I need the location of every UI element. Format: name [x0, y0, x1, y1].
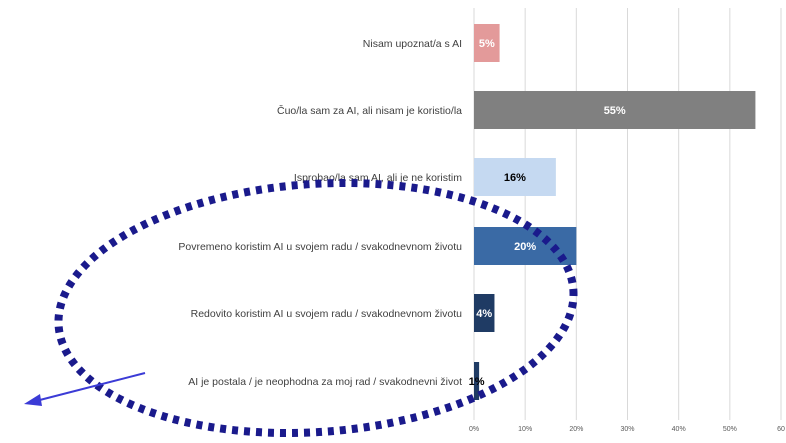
category-label: Nisam upoznat/a s AI	[363, 38, 462, 50]
arrow-line	[31, 372, 146, 403]
category-label: Isprobao/la sam AI, ali je ne koristim	[294, 172, 462, 184]
bar	[474, 24, 500, 62]
x-tick-label: 50%	[723, 426, 737, 433]
bar	[474, 362, 480, 400]
data-label: 55%	[604, 105, 626, 117]
data-label: 1%	[469, 376, 485, 388]
x-tick-label: 10%	[518, 426, 532, 433]
x-tick-label: 20%	[569, 426, 583, 433]
x-tick-label: 30%	[620, 426, 634, 433]
bar	[474, 294, 495, 332]
category-labels: Nisam upoznat/a s AI Čuo/la sam za AI, al…	[178, 38, 462, 388]
category-label: Redovito koristim AI u svojem radu / sva…	[191, 308, 463, 320]
bar	[474, 158, 556, 196]
category-label: AI je postala / je neophodna za moj rad …	[188, 376, 462, 388]
bar	[474, 91, 756, 129]
annotation-overlay	[24, 178, 578, 438]
x-tick-label: 40%	[672, 426, 686, 433]
bars: 5% 55% 16% 20% 4% 1%	[469, 24, 756, 400]
category-label: Čuo/la sam za AI, ali nisam je koristio/…	[277, 104, 462, 117]
data-label: 16%	[504, 172, 526, 184]
arrow-head	[24, 394, 42, 406]
data-label: 5%	[479, 38, 495, 50]
category-label: Povremeno koristim AI u svojem radu / sv…	[178, 241, 462, 253]
dotted-ellipse-annotation	[54, 178, 578, 438]
x-tick-labels: 0% 10% 20% 30% 40% 50% 60	[469, 426, 785, 433]
x-tick-label: 0%	[469, 426, 479, 433]
data-label: 4%	[476, 308, 492, 320]
data-label: 20%	[514, 241, 536, 253]
x-tick-label: 60	[777, 426, 785, 433]
gridlines	[473, 8, 782, 420]
